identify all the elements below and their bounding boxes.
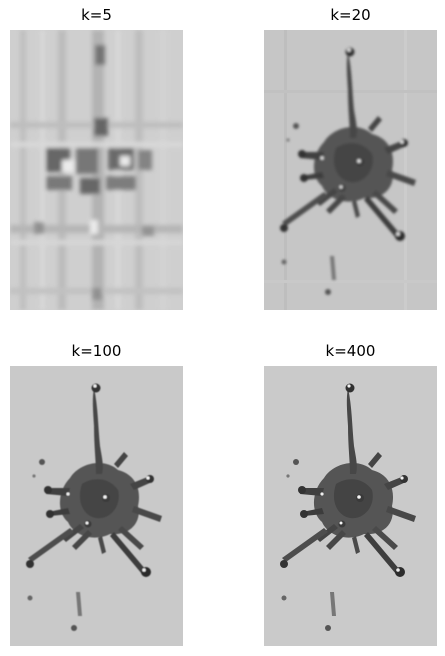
panel-k100: k=100	[10, 336, 183, 656]
reconstruction-image-k400	[264, 366, 437, 646]
splash-graphic	[264, 30, 437, 310]
panel-k20: k=20	[264, 0, 437, 320]
panel-k400: k=400	[264, 336, 437, 656]
blurry-blocks-graphic	[10, 30, 183, 310]
panel-title: k=400	[325, 342, 376, 360]
reconstruction-image-k100	[10, 366, 183, 646]
reconstruction-image-k5	[10, 30, 183, 310]
reconstruction-image-k20	[264, 30, 437, 310]
splash-graphic	[264, 366, 437, 646]
panel-title: k=5	[81, 6, 112, 24]
panel-k5: k=5	[10, 0, 183, 320]
panel-title: k=20	[330, 6, 371, 24]
panel-title: k=100	[71, 342, 122, 360]
splash-graphic	[10, 366, 183, 646]
